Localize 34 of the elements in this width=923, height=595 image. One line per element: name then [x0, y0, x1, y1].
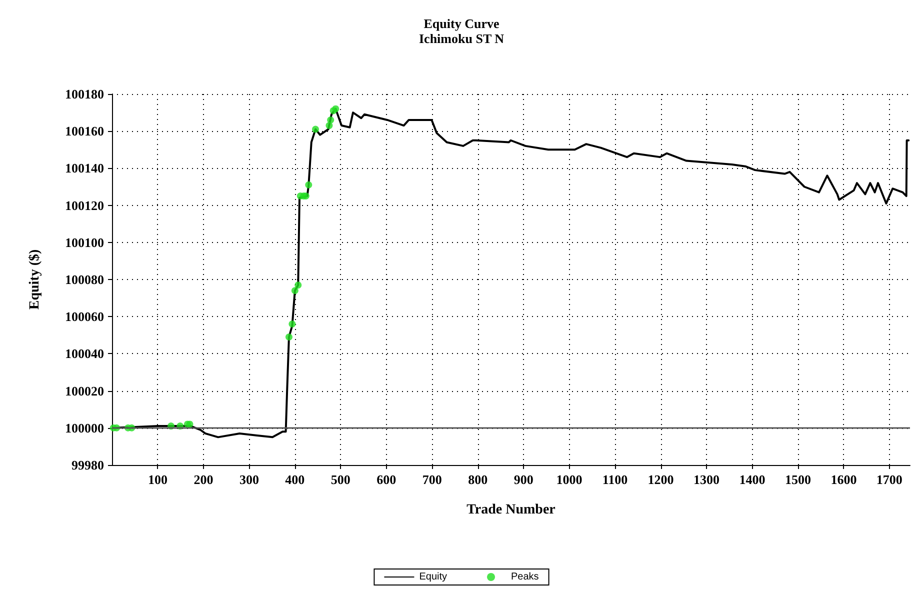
- y-tick-label: 100020: [65, 383, 104, 398]
- y-tick-label: 99980: [72, 458, 104, 472]
- legend-label: Equity: [419, 572, 448, 582]
- x-tick-label: 500: [330, 472, 350, 487]
- x-tick-label: 200: [194, 472, 214, 487]
- x-axis-title: Trade Number: [466, 502, 556, 518]
- y-tick-label: 100180: [65, 86, 104, 102]
- chart-subtitle: Ichimoku ST N: [418, 31, 505, 46]
- x-tick-label: 100: [148, 472, 168, 487]
- y-axis-title: Equity ($): [28, 249, 42, 310]
- x-tick-label: 1200: [648, 472, 674, 487]
- x-tick-label: 1500: [784, 472, 811, 487]
- x-tick-label: 1000: [556, 472, 582, 487]
- y-tick-label: 100100: [65, 234, 104, 250]
- x-tick-label: 700: [422, 472, 442, 487]
- y-tick-label: 100120: [65, 198, 104, 213]
- x-tick-label: 1400: [739, 472, 766, 487]
- x-tick-label: 1700: [876, 472, 902, 487]
- x-tick-label: 800: [468, 472, 488, 487]
- y-tick-label: 100000: [65, 420, 104, 436]
- x-tick-label: 300: [239, 472, 259, 487]
- x-tick-label: 1100: [602, 472, 628, 487]
- y-tick-label: 100160: [65, 124, 104, 139]
- y-tick-label: 100060: [65, 309, 104, 324]
- chart-title: Equity Curve: [424, 16, 500, 31]
- x-tick-label: 1600: [830, 472, 857, 487]
- y-tick-label: 100040: [65, 346, 104, 362]
- y-tick-label: 100080: [65, 272, 104, 287]
- legend-label: Peaks: [511, 572, 539, 582]
- x-tick-label: 400: [285, 472, 305, 487]
- y-tick-label: 100140: [65, 160, 104, 176]
- x-tick-label: 900: [514, 472, 534, 487]
- x-tick-label: 600: [376, 472, 396, 487]
- x-tick-label: 1300: [694, 472, 720, 487]
